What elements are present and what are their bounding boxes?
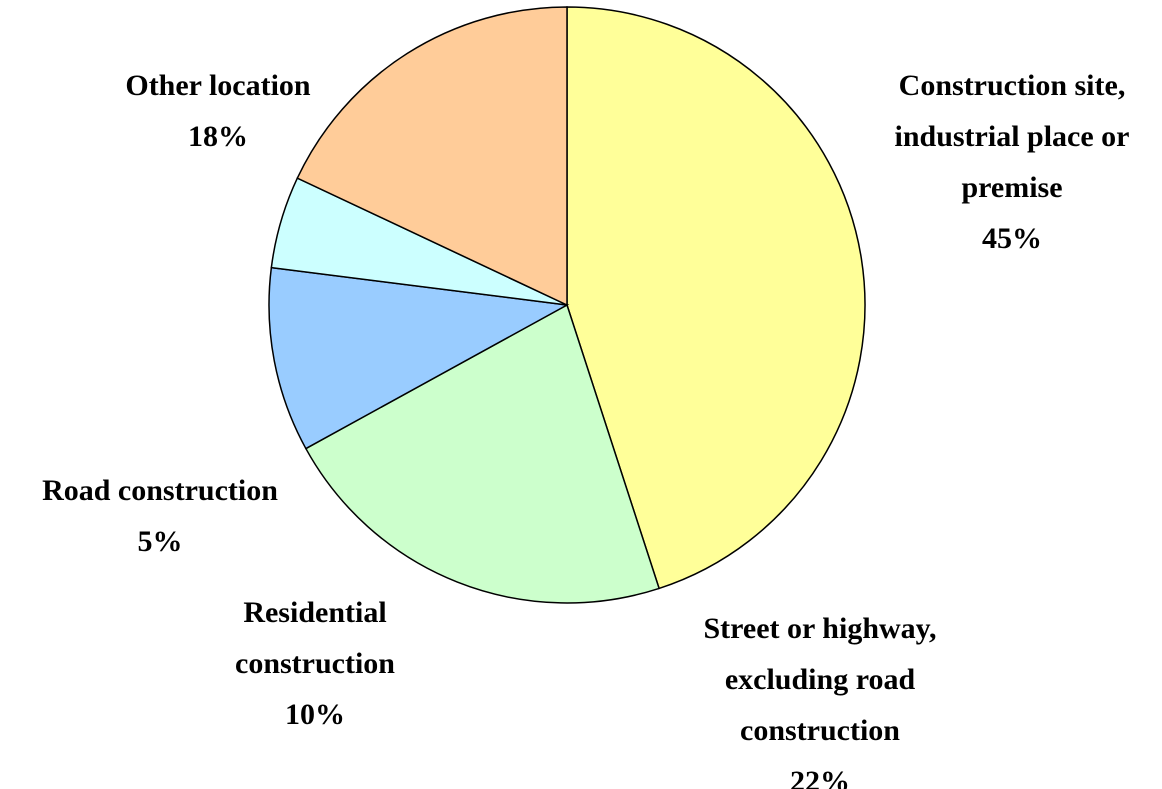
value-label: 45% — [982, 222, 1042, 255]
slice-label: Street or highway, excluding road constr… — [665, 603, 975, 789]
category-label: Construction site, industrial place or p… — [894, 69, 1130, 204]
pie-slice — [268, 266, 570, 450]
slice-label: Construction site, industrial place or p… — [862, 60, 1162, 264]
slice-label: Other location 18% — [88, 60, 348, 162]
slice-label: Residential construction 10% — [210, 587, 420, 740]
category-label: Road construction — [42, 474, 278, 507]
value-label: 22% — [790, 765, 850, 789]
category-label: Other location — [125, 69, 311, 102]
pie-slice — [296, 6, 568, 307]
category-label: Residential construction — [235, 596, 395, 680]
value-label: 10% — [285, 698, 345, 731]
value-label: 5% — [137, 525, 183, 558]
category-label: Street or highway, excluding road constr… — [703, 612, 937, 747]
slice-label: Road construction 5% — [0, 465, 325, 567]
value-label: 18% — [188, 120, 248, 153]
pie-slice — [304, 303, 661, 604]
pie-slice — [566, 6, 866, 590]
